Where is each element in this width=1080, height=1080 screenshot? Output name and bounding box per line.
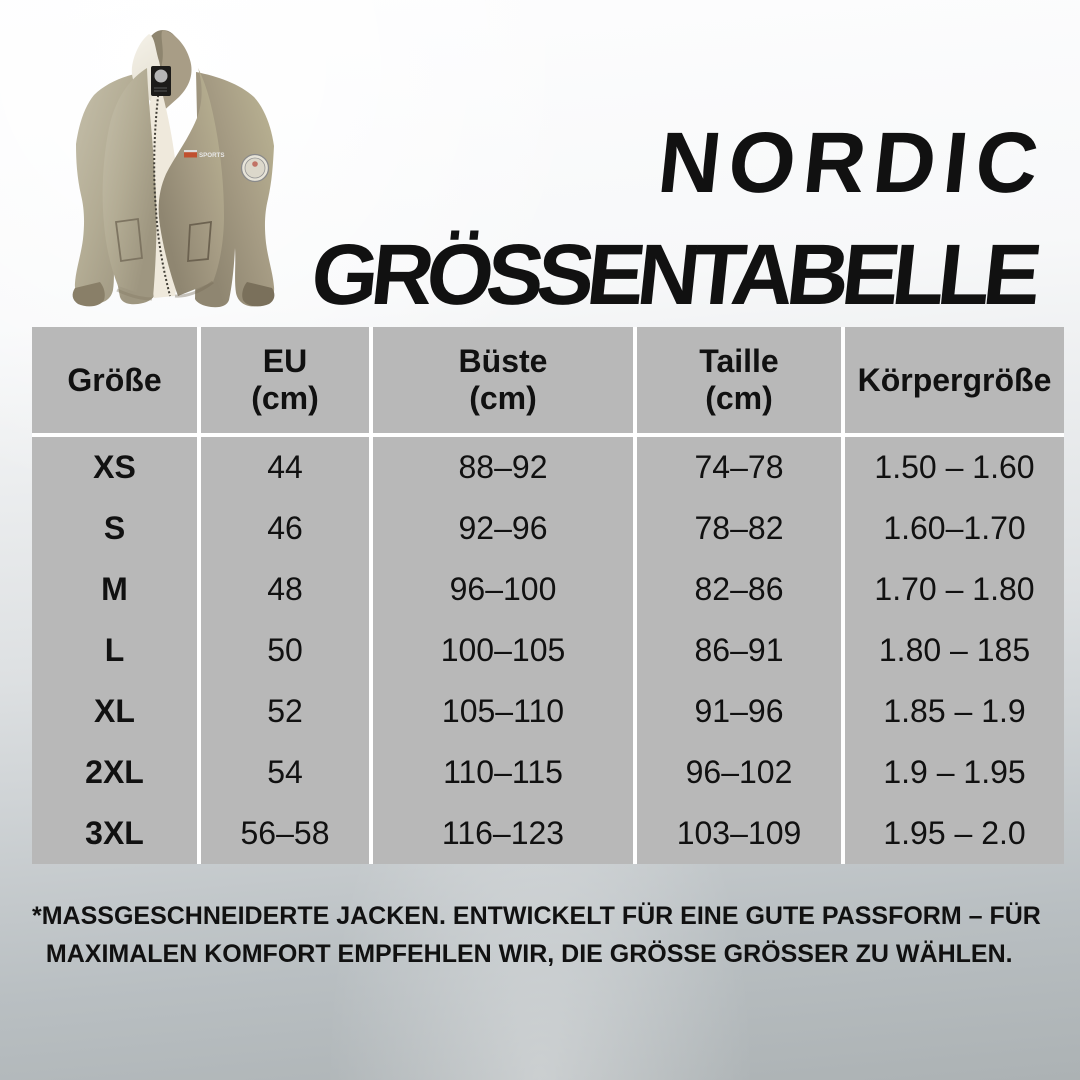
svg-text:SPORTS: SPORTS [199,152,224,159]
